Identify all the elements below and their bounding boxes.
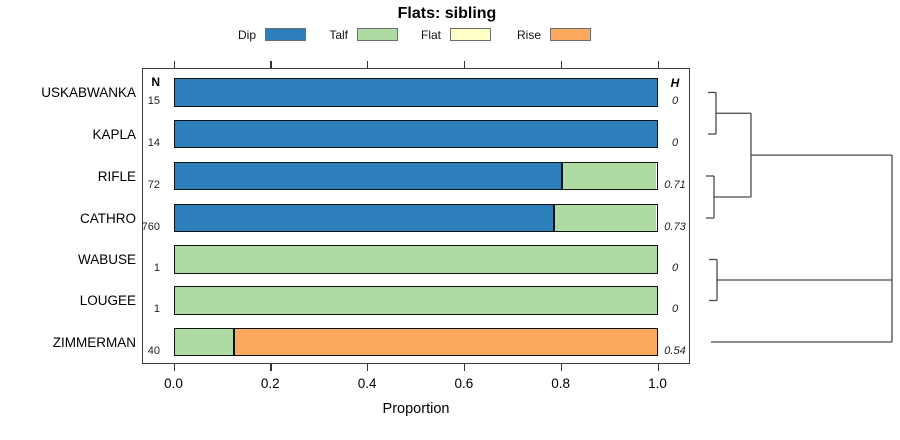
n-value: 1 (153, 262, 160, 275)
category-label: RIFLE (97, 168, 136, 184)
x-axis-top-tick (560, 61, 562, 68)
bar-segment-dip (174, 120, 657, 148)
bar-row (173, 203, 658, 233)
x-axis-top-tick (657, 61, 659, 68)
h-value: 0 (671, 303, 679, 316)
x-axis-tick (367, 364, 369, 371)
bar-segment-talf (174, 246, 657, 273)
x-axis-tick-label: 1.0 (648, 376, 667, 391)
x-axis-tick (657, 364, 659, 371)
legend-swatch-flat (450, 27, 491, 41)
bar-row (173, 327, 658, 357)
bar-segment-talf (555, 204, 657, 232)
legend-label-dip: Dip (237, 27, 256, 42)
x-axis-tick-label: 0.0 (164, 376, 183, 391)
legend-label-rise: Rise (516, 27, 541, 42)
bar-segment-talf (562, 162, 657, 190)
h-column-header: H (670, 76, 680, 90)
bar-segment-dip (174, 204, 556, 232)
category-label: WABUSE (77, 252, 136, 267)
bar-segment-dip (174, 162, 563, 190)
x-axis-top-tick (173, 61, 175, 68)
x-axis-top-tick (367, 61, 369, 68)
bar-row (173, 119, 658, 149)
legend-swatch-talf (357, 27, 398, 41)
h-value: 0.54 (664, 344, 686, 357)
bar-row (173, 245, 658, 274)
legend-label-talf: Talf (329, 27, 348, 42)
x-axis-tick-label: 0.6 (454, 376, 474, 391)
bar-segment-talf (174, 287, 657, 314)
legend-swatch-dip (265, 27, 306, 41)
x-axis-label: Proportion (382, 401, 450, 417)
h-value: 0 (671, 136, 679, 149)
category-label: ZIMMERMAN (52, 334, 136, 350)
n-value: 72 (147, 178, 160, 191)
x-axis-tick (560, 364, 562, 371)
category-label: CATHRO (80, 210, 136, 226)
x-axis-tick-label: 0.4 (357, 376, 377, 391)
h-value: 0.73 (664, 220, 686, 233)
bar-segment-rise (234, 328, 657, 356)
bar-segment-talf (174, 328, 235, 356)
x-axis-tick (463, 364, 466, 371)
n-value: 40 (147, 344, 160, 357)
legend-label-flat: Flat (420, 27, 441, 42)
n-value: 760 (141, 220, 160, 233)
bar-row (173, 286, 658, 315)
bar-row (173, 78, 658, 107)
n-value: 15 (147, 95, 160, 108)
x-axis-top-tick (463, 61, 466, 68)
plot-area (142, 68, 690, 364)
x-axis-tick (173, 364, 175, 371)
n-value: 14 (147, 136, 160, 149)
h-value: 0 (671, 95, 679, 108)
x-axis-tick-label: 0.2 (260, 376, 280, 391)
legend-swatch-rise (550, 27, 591, 41)
n-value: 1 (153, 303, 160, 316)
category-label: LOUGEE (79, 293, 136, 308)
h-value: 0 (671, 262, 679, 275)
category-label: USKABWANKA (41, 85, 136, 100)
x-axis-top-tick (270, 61, 272, 68)
category-label: KAPLA (92, 126, 136, 142)
h-value: 0.71 (664, 178, 686, 191)
n-column-header: N (151, 75, 160, 89)
bar-row (173, 161, 658, 191)
x-axis-tick (270, 364, 272, 371)
chart-title: Flats: sibling (397, 5, 497, 22)
bar-segment-dip (174, 79, 657, 106)
x-axis-tick-label: 0.8 (551, 376, 571, 391)
